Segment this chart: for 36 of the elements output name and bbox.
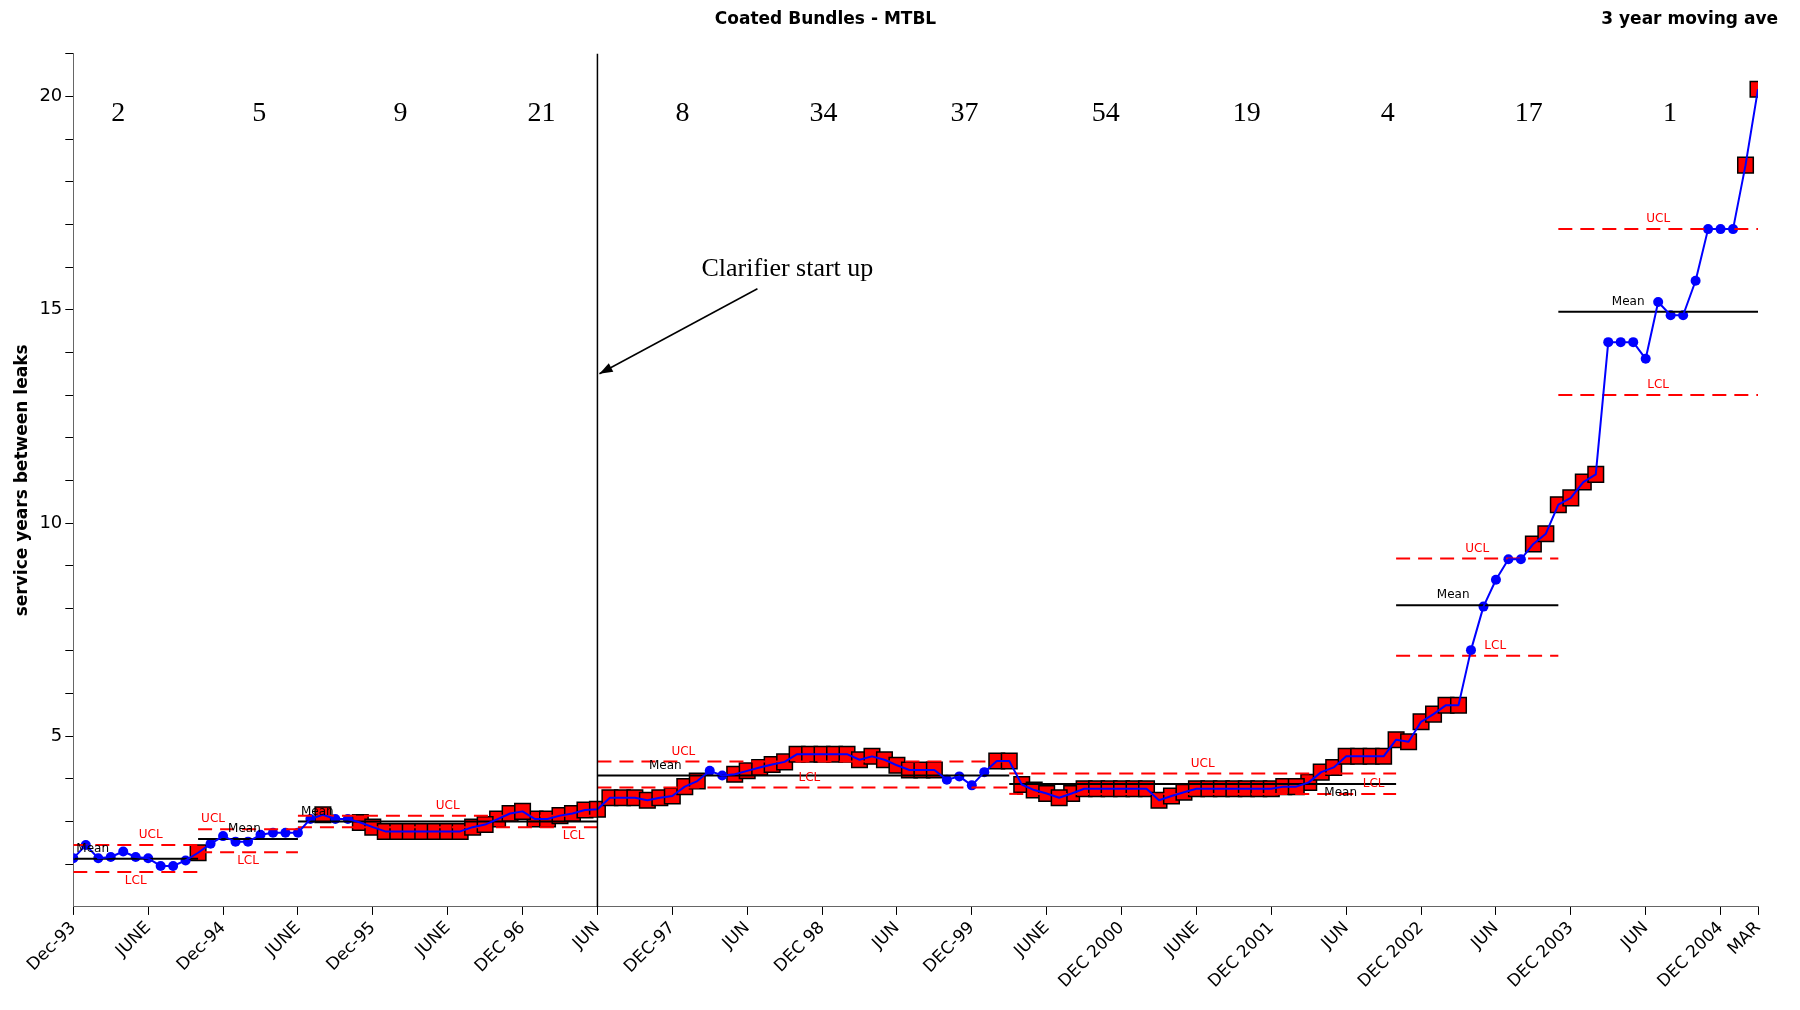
annotation: 34 — [809, 96, 838, 128]
y-tick-label: 5 — [50, 723, 63, 745]
annotation: 54 — [1091, 96, 1120, 128]
y-tick-label: 10 — [39, 510, 63, 532]
series-label: UCL — [1465, 540, 1490, 555]
series-label: LCL — [1647, 377, 1670, 392]
annotation: 19 — [1232, 96, 1261, 128]
y-axis-title: service years between leaks — [10, 344, 31, 617]
annotation: Clarifier start up — [701, 252, 874, 282]
series-label: UCL — [435, 797, 460, 812]
series-label: Mean — [1611, 293, 1645, 308]
annotation: 4 — [1380, 96, 1395, 128]
series-label: UCL — [1646, 211, 1671, 226]
series-label: UCL — [671, 743, 696, 758]
series-label: LCL — [237, 853, 260, 868]
series-label: UCL — [1190, 755, 1215, 770]
annotation: 8 — [675, 96, 690, 128]
series-label: LCL — [562, 828, 585, 843]
series-label: UCL — [201, 811, 226, 826]
annotation: 5 — [252, 96, 267, 128]
annotation: 1 — [1662, 96, 1677, 128]
series-label: Mean — [300, 803, 334, 818]
y-tick-label: 15 — [39, 297, 63, 319]
series-label: LCL — [124, 873, 147, 888]
annotation: 2 — [111, 96, 126, 128]
chart-title: Coated Bundles - MTBL — [713, 8, 938, 28]
chart-subtitle: 3 year moving ave — [1600, 8, 1779, 28]
series-label: Mean — [1436, 587, 1470, 602]
annotation: 21 — [527, 96, 556, 128]
annotation: 17 — [1514, 96, 1543, 128]
y-tick-label: 20 — [39, 84, 63, 106]
series-label: Mean — [648, 757, 682, 772]
annotation: 37 — [950, 96, 979, 128]
annotation: 9 — [393, 96, 408, 128]
series-label: LCL — [1484, 637, 1507, 652]
series-label: UCL — [138, 827, 163, 842]
